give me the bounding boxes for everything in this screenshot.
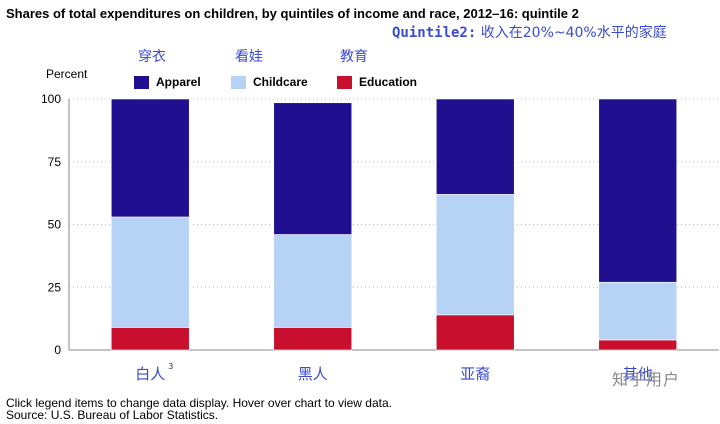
x-tick-label: 其他 — [623, 365, 653, 383]
legend-label-education: Education — [359, 75, 418, 89]
legend-swatch-apparel — [134, 75, 149, 89]
y-tick-label: 100 — [41, 92, 61, 106]
annotation-description: 收入在20%~40%水平的家庭 — [480, 25, 667, 41]
legend-swatch-childcare — [231, 75, 246, 89]
bar-childcare[interactable] — [110, 216, 190, 328]
bar-education[interactable] — [110, 327, 190, 351]
x-tick-label: 黑人 — [298, 365, 328, 383]
x-tick-label: 白人 — [135, 365, 165, 383]
legend-item-apparel[interactable]: Apparel — [134, 74, 201, 90]
bar-education[interactable] — [273, 327, 353, 351]
legend-item-childcare[interactable]: Childcare — [231, 74, 308, 90]
bar-apparel[interactable] — [273, 102, 353, 235]
bar-apparel[interactable] — [598, 98, 678, 283]
legend-cn-childcare: 看娃 — [235, 49, 263, 65]
y-axis-label: Percent — [46, 67, 88, 81]
annotation-quintile-label: Quintile2: — [392, 25, 477, 41]
legend-cn-education: 教育 — [340, 49, 368, 65]
legend-label-apparel: Apparel — [156, 75, 201, 89]
chart-title: Shares of total expenditures on children… — [6, 6, 579, 21]
bar-childcare[interactable] — [598, 281, 678, 341]
footer-source: Source: U.S. Bureau of Labor Statistics. — [6, 408, 219, 422]
bar-education[interactable] — [435, 314, 515, 351]
quintile-annotation: Quintile2: 收入在20%~40%水平的家庭 — [392, 22, 667, 42]
y-tick-label: 50 — [48, 218, 62, 232]
y-tick-label: 0 — [54, 343, 61, 357]
legend-item-education[interactable]: Education — [337, 74, 417, 90]
bar-apparel[interactable] — [110, 98, 190, 218]
bar-apparel[interactable] — [435, 98, 515, 195]
bar-education[interactable] — [598, 339, 678, 351]
y-tick-label: 75 — [48, 155, 62, 169]
watermark: 知乎用户 — [612, 370, 681, 389]
y-tick-label: 25 — [48, 280, 62, 294]
legend-cn-apparel: 穿衣 — [138, 49, 166, 65]
footer-instructions: Click legend items to change data displa… — [6, 396, 392, 410]
legend-label-childcare: Childcare — [253, 75, 308, 89]
x-tick-label: 亚裔 — [460, 365, 490, 383]
bar-childcare[interactable] — [273, 234, 353, 328]
legend-swatch-education — [337, 75, 352, 89]
bar-childcare[interactable] — [435, 194, 515, 316]
x-tick-superscript: 3 — [168, 362, 173, 371]
